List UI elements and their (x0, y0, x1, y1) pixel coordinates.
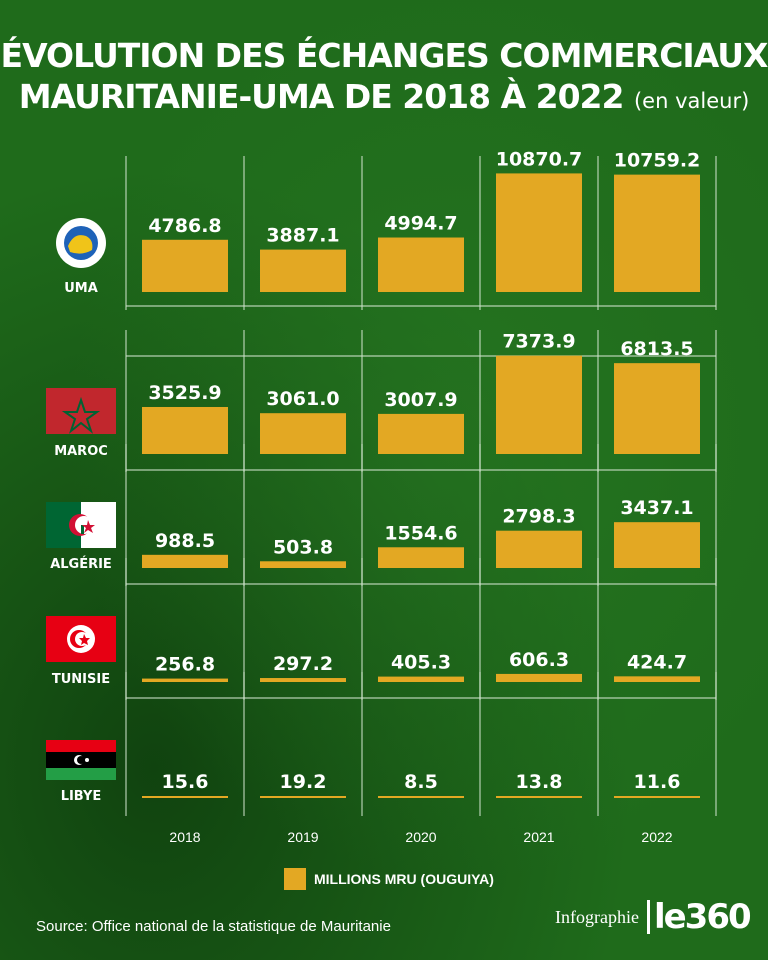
data-label: 1554.6 (384, 522, 457, 544)
x-tick-label: 2018 (169, 829, 200, 845)
bar (496, 530, 582, 568)
x-tick-label: 2022 (641, 829, 672, 845)
morocco-flag-star (61, 396, 101, 434)
x-tick-label: 2020 (405, 829, 436, 845)
le360-logo: le360 (646, 900, 752, 934)
bar (142, 796, 228, 798)
data-label: 424.7 (627, 651, 687, 673)
bar (260, 678, 346, 682)
x-tick-label: 2019 (287, 829, 318, 845)
title-line-2: MAURITANIE-UMA DE 2018 À 2022 (en valeur… (0, 76, 768, 122)
data-label: 19.2 (280, 771, 327, 793)
data-label: 405.3 (391, 652, 451, 674)
bar (496, 355, 582, 454)
data-label: 988.5 (155, 530, 215, 552)
bar (378, 676, 464, 682)
bar (496, 673, 582, 682)
uma-emblem-map (68, 235, 93, 254)
bar (378, 237, 464, 292)
bar (614, 522, 700, 568)
data-label: 4786.8 (148, 215, 221, 237)
data-label: 8.5 (404, 771, 438, 793)
bar (142, 678, 228, 682)
data-label: 256.8 (155, 654, 215, 676)
bar (614, 796, 700, 798)
libya-flag-crescent-cut (77, 756, 85, 764)
data-label: 3061.0 (266, 388, 339, 410)
data-label: 13.8 (516, 771, 563, 793)
legend-label: MILLIONS MRU (OUGUIYA) (314, 871, 494, 887)
bar (260, 249, 346, 292)
chart-title: ÉVOLUTION DES ÉCHANGES COMMERCIAUX MAURI… (0, 36, 768, 122)
title-line-1: ÉVOLUTION DES ÉCHANGES COMMERCIAUX (0, 36, 768, 75)
bar (378, 413, 464, 454)
data-label: 6813.5 (620, 338, 693, 360)
bar (142, 239, 228, 292)
data-label: 3437.1 (620, 497, 693, 519)
legend-swatch (284, 868, 306, 890)
data-label: 10870.7 (496, 148, 583, 170)
bar (260, 413, 346, 454)
libya-flag-green (46, 768, 116, 780)
bar (614, 363, 700, 454)
title-line-2-text: MAURITANIE-UMA DE 2018 À 2022 (18, 77, 625, 116)
bar (142, 406, 228, 454)
legend: MILLIONS MRU (OUGUIYA) (284, 868, 494, 890)
bar (142, 554, 228, 568)
row-label: LIBYE (61, 789, 102, 804)
data-label: 4994.7 (384, 213, 457, 235)
bar (260, 561, 346, 568)
bar (496, 796, 582, 798)
data-label: 503.8 (273, 536, 333, 558)
data-label: 3525.9 (148, 382, 221, 404)
libya-flag-icon (46, 740, 116, 752)
infographie-label: Infographie (555, 907, 639, 927)
algeria-flag-crescent-cut2 (81, 525, 84, 534)
data-label: 10759.2 (614, 150, 701, 172)
row-label: MAROC (54, 444, 108, 459)
row-label: ALGÉRIE (50, 556, 112, 572)
bar (260, 796, 346, 798)
x-tick-label: 2021 (523, 829, 554, 845)
source-note: Source: Office national de la statistiqu… (36, 918, 391, 935)
brand: Infographie le360 (555, 900, 752, 934)
data-label: 3887.1 (266, 225, 339, 247)
bar (614, 174, 700, 292)
data-label: 606.3 (509, 649, 569, 671)
algeria-flag-star (82, 520, 95, 533)
tunisia-flag-star (79, 634, 90, 645)
title-unit: (en valeur) (633, 89, 750, 113)
bar (378, 796, 464, 798)
data-label: 11.6 (634, 771, 681, 793)
bar (378, 547, 464, 568)
data-label: 7373.9 (502, 331, 575, 353)
morocco-flag-icon (46, 388, 116, 434)
row-label: TUNISIE (52, 672, 110, 687)
libya-flag-star (85, 758, 89, 762)
bar (614, 676, 700, 682)
row-label: UMA (64, 281, 98, 296)
data-label: 15.6 (162, 771, 209, 793)
data-label: 297.2 (273, 653, 333, 675)
data-label: 2798.3 (502, 506, 575, 528)
bar (496, 173, 582, 292)
data-label: 3007.9 (384, 389, 457, 411)
